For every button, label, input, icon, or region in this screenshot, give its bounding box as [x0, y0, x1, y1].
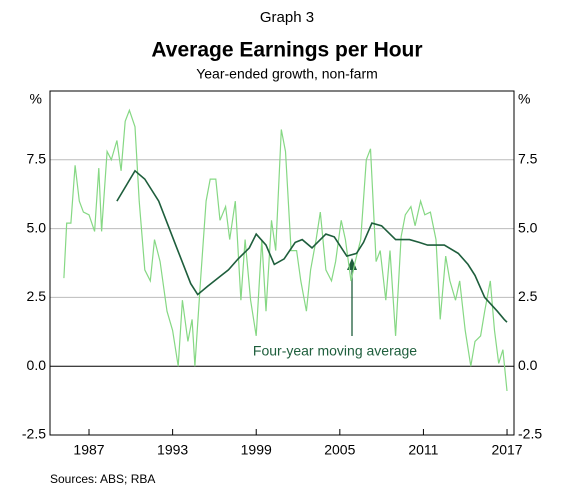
source: Sources: ABS; RBA [50, 472, 155, 486]
x-tick-label: 1993 [157, 442, 188, 458]
y2-tick-label: -2.5 [518, 426, 542, 442]
series-line [116, 169, 508, 323]
x-tick-label: 2017 [491, 442, 522, 458]
x-tick-label: 1987 [73, 442, 104, 458]
y2-tick-label: 2.5 [518, 288, 538, 304]
y-tick-label: -2.5 [22, 426, 46, 442]
y-tick-label: 7.5 [27, 151, 47, 167]
x-tick-label: 1999 [241, 442, 272, 458]
plot-frame [49, 90, 515, 436]
y-tick-label: 2.5 [27, 288, 47, 304]
x-tick-label: 2005 [324, 442, 355, 458]
y-unit-left: % [30, 91, 42, 107]
y2-tick-label: 5.0 [518, 219, 538, 235]
y-tick-label: 0.0 [27, 357, 47, 373]
y2-tick-label: 7.5 [518, 151, 538, 167]
x-tick-label: 2011 [408, 442, 438, 458]
annotation: Four-year moving average [253, 343, 417, 359]
y-tick-label: 5.0 [27, 219, 47, 235]
y2-tick-label: 0.0 [518, 357, 538, 373]
series-line [63, 108, 508, 392]
graph-label: Graph 3 [260, 9, 314, 26]
chart-subtitle: Year-ended growth, non-farm [196, 66, 378, 82]
chart-title: Average Earnings per Hour [151, 39, 422, 62]
y-unit-right: % [518, 91, 530, 107]
